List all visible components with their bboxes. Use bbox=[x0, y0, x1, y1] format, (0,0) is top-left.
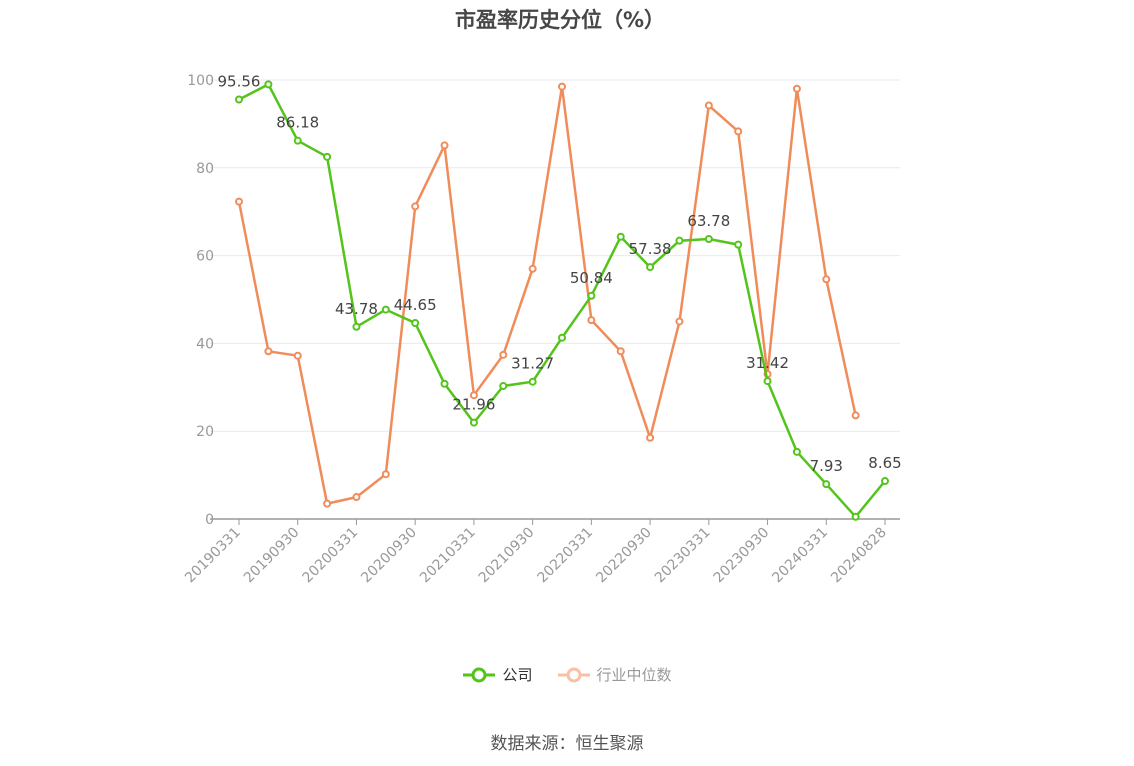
data-label: 44.65 bbox=[394, 296, 437, 314]
data-point-industry-median bbox=[822, 275, 831, 284]
data-label: 31.27 bbox=[511, 355, 554, 373]
data-point-company bbox=[264, 80, 273, 89]
data-point-industry-median bbox=[528, 264, 537, 273]
x-tick-label: 20240331 bbox=[769, 525, 831, 587]
x-tick-label: 20210331 bbox=[417, 525, 479, 587]
data-label: 57.38 bbox=[629, 240, 672, 258]
data-label: 43.78 bbox=[335, 300, 378, 318]
legend: 公司 行业中位数 bbox=[0, 664, 1134, 685]
data-point-industry-median bbox=[323, 499, 332, 508]
data-point-company bbox=[822, 480, 831, 489]
data-point-company bbox=[763, 377, 772, 386]
data-point-industry-median bbox=[235, 197, 243, 206]
data-point-industry-median bbox=[352, 493, 361, 502]
data-point-industry-median bbox=[381, 470, 390, 479]
data-label: 7.93 bbox=[810, 457, 843, 475]
data-point-company bbox=[440, 379, 449, 388]
data-point-industry-median bbox=[293, 351, 302, 360]
data-point-industry-median bbox=[469, 391, 478, 400]
data-label: 8.65 bbox=[868, 454, 901, 472]
data-label: 63.78 bbox=[687, 212, 730, 230]
series-line-industry-median bbox=[237, 85, 857, 505]
data-point-industry-median bbox=[792, 84, 801, 93]
data-point-company bbox=[704, 235, 713, 244]
data-point-industry-median bbox=[440, 141, 449, 150]
data-point-company bbox=[411, 318, 420, 327]
data-point-company bbox=[646, 263, 655, 272]
legend-company-label: 公司 bbox=[502, 666, 533, 684]
data-point-company bbox=[293, 136, 302, 145]
data-point-company bbox=[734, 240, 743, 249]
legend-industry-line-icon bbox=[557, 667, 590, 682]
legend-item-company[interactable]: 公司 bbox=[462, 664, 533, 685]
data-point-company bbox=[881, 477, 889, 486]
data-point-company bbox=[528, 377, 537, 386]
x-tick-label: 20230930 bbox=[711, 525, 773, 587]
data-point-company bbox=[558, 333, 566, 342]
legend-item-industry-median[interactable]: 行业中位数 bbox=[557, 664, 672, 685]
x-tick-label: 20200331 bbox=[300, 525, 362, 587]
data-point-company bbox=[235, 95, 243, 104]
data-point-industry-median bbox=[851, 411, 860, 420]
data-point-company bbox=[381, 305, 390, 314]
x-tick-label: 20190331 bbox=[182, 525, 244, 587]
data-point-company bbox=[323, 152, 332, 161]
source-note: 数据来源：恒生聚源 bbox=[490, 734, 644, 754]
line-chart: 0 20 40 60 80 100 2019033120190930202003312020… bbox=[182, 72, 902, 587]
data-point-company bbox=[851, 512, 860, 521]
x-tick-label: 20230331 bbox=[652, 525, 714, 587]
data-point-industry-median bbox=[558, 82, 566, 91]
legend-industry-median-label: 行业中位数 bbox=[596, 666, 672, 684]
data-point-company bbox=[499, 381, 508, 390]
data-point-industry-median bbox=[646, 433, 655, 442]
data-point-industry-median bbox=[616, 347, 625, 356]
y-tick-label: 0 bbox=[205, 512, 214, 528]
x-tick-label: 20200930 bbox=[358, 525, 420, 587]
y-tick-label: 100 bbox=[187, 73, 214, 89]
x-tick-label: 20240828 bbox=[828, 525, 890, 587]
data-label: 31.42 bbox=[746, 354, 789, 372]
x-tick-label: 20210930 bbox=[476, 525, 538, 587]
data-point-industry-median bbox=[411, 202, 420, 211]
data-point-industry-median bbox=[704, 101, 713, 110]
x-tick-label: 20220331 bbox=[534, 525, 596, 587]
data-point-company bbox=[469, 418, 478, 427]
data-point-company bbox=[792, 447, 801, 456]
data-point-company bbox=[675, 236, 684, 245]
data-label: 86.18 bbox=[276, 114, 319, 132]
data-point-industry-median bbox=[675, 317, 684, 326]
y-tick-label: 40 bbox=[196, 336, 214, 352]
data-label: 95.56 bbox=[218, 72, 261, 90]
y-tick-label: 80 bbox=[196, 161, 214, 177]
data-point-industry-median bbox=[587, 316, 596, 325]
chart-title: 市盈率历史分位（%） bbox=[454, 8, 666, 32]
x-tick-label: 20190930 bbox=[241, 525, 303, 587]
x-tick-label: 20220930 bbox=[593, 525, 655, 587]
data-point-company bbox=[352, 322, 361, 331]
data-point-industry-median bbox=[734, 127, 743, 136]
data-point-industry-median bbox=[264, 347, 273, 356]
data-label: 21.96 bbox=[452, 396, 495, 414]
data-point-industry-median bbox=[499, 350, 508, 359]
data-point-company bbox=[587, 291, 596, 300]
legend-company-line-icon bbox=[463, 667, 496, 682]
y-tick-label: 20 bbox=[196, 424, 214, 440]
data-point-company bbox=[616, 232, 625, 241]
y-tick-label: 60 bbox=[196, 249, 214, 265]
data-label: 50.84 bbox=[570, 269, 613, 287]
